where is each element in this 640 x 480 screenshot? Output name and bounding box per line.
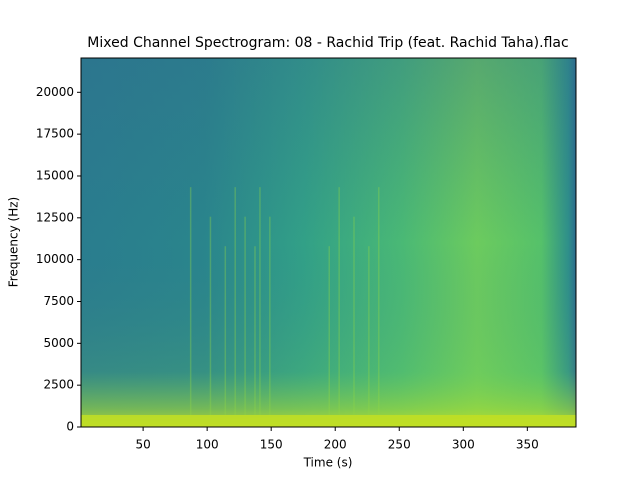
spectrogram-streak — [224, 246, 227, 416]
y-tick-label: 15000 — [36, 168, 74, 182]
x-axis-label: Time (s) — [303, 456, 353, 470]
spectrogram-streak — [378, 187, 380, 416]
x-tick-label: 150 — [260, 438, 283, 452]
spectrogram-overlay — [81, 58, 576, 427]
spectrogram-streak — [353, 216, 355, 416]
x-tick-label: 50 — [135, 438, 150, 452]
y-tick-label: 0 — [66, 420, 74, 434]
spectrogram-streak — [338, 187, 340, 416]
x-tick-label: 100 — [196, 438, 219, 452]
y-axis-label: Frequency (Hz) — [7, 197, 21, 288]
x-tick-label: 300 — [452, 438, 475, 452]
spectrogram-streak — [328, 246, 330, 416]
y-tick-label: 5000 — [43, 336, 74, 350]
chart-title: Mixed Channel Spectrogram: 08 - Rachid T… — [87, 35, 568, 51]
y-tick-label: 2500 — [43, 378, 74, 392]
x-tick-label: 200 — [324, 438, 347, 452]
y-tick-label: 12500 — [36, 210, 74, 224]
spectrogram-streak — [244, 216, 246, 416]
y-tick-label: 17500 — [36, 127, 74, 141]
plot-frame — [80, 57, 577, 428]
spectrogram-streak — [189, 187, 192, 416]
plot-area — [81, 58, 576, 427]
x-tick-label: 250 — [388, 438, 411, 452]
spectrogram-streak — [254, 246, 256, 416]
spectrogram-bass-band — [81, 415, 576, 427]
x-tick-label: 350 — [516, 438, 539, 452]
y-tick-label: 7500 — [43, 294, 74, 308]
spectrogram-streak — [259, 187, 261, 416]
y-tick-label: 20000 — [36, 85, 74, 99]
spectrogram-streak — [269, 216, 271, 416]
spectrogram-streak — [368, 246, 370, 416]
y-tick-label: 10000 — [36, 252, 74, 266]
spectrogram-streak — [234, 187, 236, 416]
spectrogram-streak — [209, 216, 212, 416]
